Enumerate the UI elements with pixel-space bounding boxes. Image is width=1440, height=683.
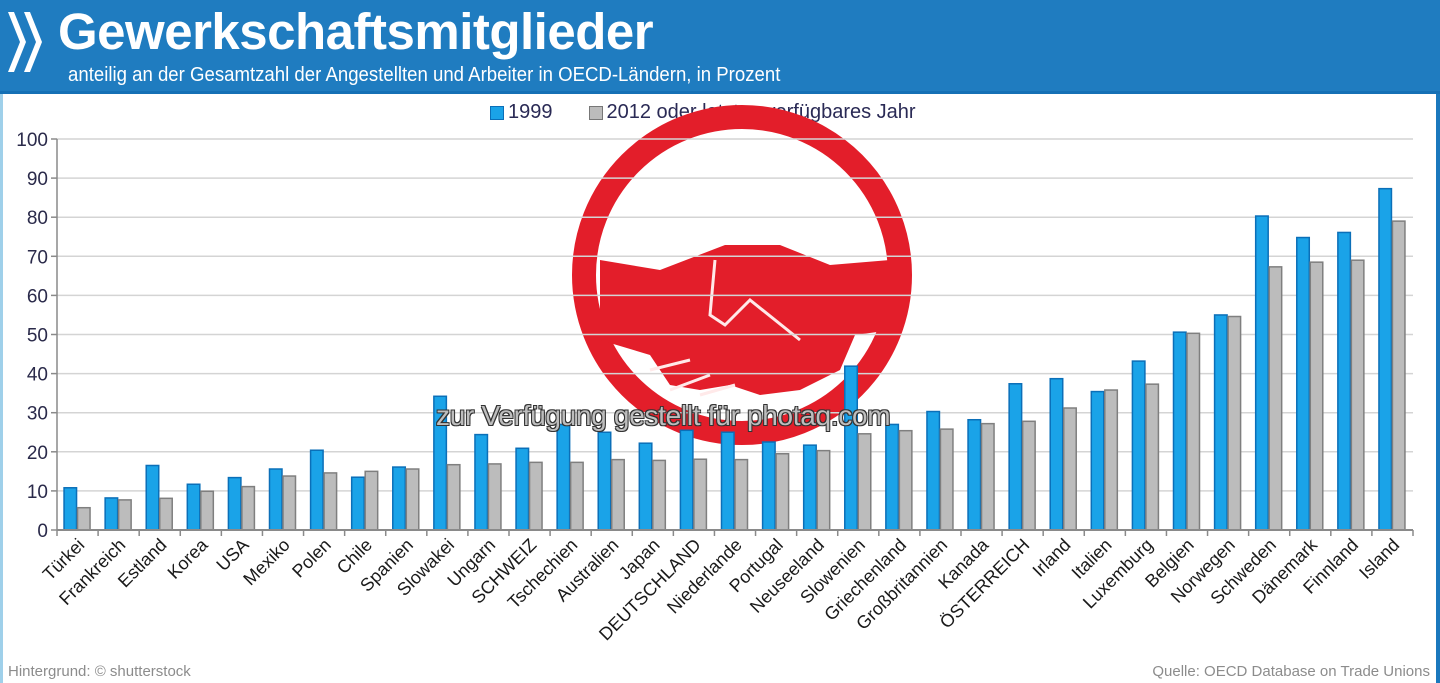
bar-2012-3 (200, 490, 215, 531)
bar-1999-27 (1172, 331, 1187, 531)
watermark-text: zur Verfügung gestellt für photaq.com (436, 400, 891, 431)
y-tick-label: 100 (16, 130, 48, 151)
bar-2012-20 (898, 429, 913, 531)
bar-1999-18 (802, 444, 817, 531)
y-tick-label: 40 (27, 365, 48, 386)
x-tick-label: Polen (288, 535, 335, 582)
x-tick-label: Island (1355, 535, 1403, 583)
bar-1999-21 (926, 410, 941, 531)
bar-1999-26 (1131, 360, 1146, 531)
bar-2012-22 (980, 422, 995, 531)
bar-1999-8 (392, 466, 407, 531)
bar-2012-30 (1309, 261, 1324, 531)
bar-1999-5 (268, 468, 283, 531)
bar-2012-12 (569, 461, 584, 531)
bar-2012-26 (1145, 383, 1160, 531)
bar-1999-25 (1090, 390, 1105, 531)
chart-title: Gewerkschaftsmitglieder (58, 3, 654, 60)
y-tick-label: 60 (27, 286, 48, 307)
bar-2012-9 (446, 463, 461, 531)
bar-1999-4 (227, 476, 242, 531)
bar-1999-15 (679, 429, 694, 531)
bar-2012-28 (1227, 315, 1242, 531)
bar-1999-10 (474, 433, 489, 531)
bar-2012-32 (1391, 220, 1406, 531)
bar-2012-21 (939, 428, 954, 531)
bar-2012-10 (487, 463, 502, 531)
bar-2012-0 (76, 506, 91, 531)
bar-1999-14 (638, 442, 653, 531)
y-tick-label: 70 (27, 247, 48, 268)
bar-2012-5 (282, 475, 297, 531)
bar-1999-20 (885, 423, 900, 531)
bar-2012-1 (117, 499, 132, 531)
bar-1999-12 (556, 423, 571, 531)
bar-1999-3 (186, 483, 201, 531)
bar-2012-11 (528, 461, 543, 531)
x-tick-label: Mexiko (239, 535, 293, 589)
bar-2012-7 (364, 470, 379, 531)
source-note: Quelle: OECD Database on Trade Unions (1152, 663, 1430, 680)
bar-2012-16 (734, 458, 749, 531)
bar-1999-16 (720, 431, 735, 531)
bar-2012-8 (405, 468, 420, 531)
bar-2012-27 (1186, 332, 1201, 531)
bar-1999-6 (309, 449, 324, 531)
bar-1999-29 (1254, 215, 1269, 531)
handshake-icon (572, 105, 912, 445)
bar-2012-31 (1350, 259, 1365, 531)
legend-swatch-1999 (490, 105, 504, 120)
bar-2012-13 (610, 458, 625, 531)
bar-2012-15 (693, 458, 708, 531)
bar-1999-24 (1049, 377, 1064, 531)
background-credit: Hintergrund: © shutterstock (8, 663, 191, 680)
bar-1999-11 (515, 447, 530, 531)
x-tick-label: Korea (164, 534, 213, 583)
bar-2012-23 (1021, 420, 1036, 531)
bar-1999-31 (1337, 231, 1352, 531)
bar-2012-24 (1062, 407, 1077, 531)
bar-2012-29 (1268, 266, 1283, 531)
bar-1999-30 (1296, 236, 1311, 531)
bar-1999-23 (1008, 383, 1023, 531)
bar-1999-28 (1213, 314, 1228, 531)
chart-subtitle: anteilig an der Gesamtzahl der Angestell… (68, 64, 781, 86)
bar-1999-22 (967, 418, 982, 531)
legend-item-1999: 1999 (490, 101, 553, 124)
bar-1999-32 (1378, 187, 1393, 531)
bar-2012-2 (158, 497, 173, 531)
bar-1999-13 (597, 431, 612, 531)
bar-2012-17 (775, 453, 790, 531)
x-tick-label: Irland (1029, 535, 1075, 581)
bar-1999-19 (844, 365, 859, 531)
header-banner: Gewerkschaftsmitglieder anteilig an der … (0, 0, 1440, 94)
y-tick-label: 50 (27, 326, 48, 347)
bar-2012-6 (323, 472, 338, 531)
legend-label-1999: 1999 (508, 101, 553, 123)
y-axis: 0 10 20 30 40 50 60 70 80 90 100 (16, 130, 58, 542)
bar-1999-0 (63, 487, 78, 531)
bar-2012-19 (857, 433, 872, 531)
y-tick-label: 0 (37, 521, 48, 542)
bar-1999-7 (350, 476, 365, 531)
legend-swatch-2012 (588, 105, 603, 120)
bar-1999-1 (104, 497, 119, 531)
bar-2012-4 (241, 485, 256, 531)
y-tick-label: 10 (27, 482, 48, 503)
bar-2012-14 (652, 459, 667, 531)
bar-1999-2 (145, 464, 160, 531)
bar-2012-25 (1104, 389, 1119, 531)
bar-2012-18 (816, 449, 831, 531)
y-tick-label: 80 (27, 208, 48, 229)
bar-1999-17 (761, 441, 776, 531)
y-tick-label: 30 (27, 404, 48, 425)
oecd-chevrons-icon (8, 12, 42, 72)
y-tick-label: 90 (27, 169, 48, 190)
y-tick-label: 20 (27, 443, 48, 464)
